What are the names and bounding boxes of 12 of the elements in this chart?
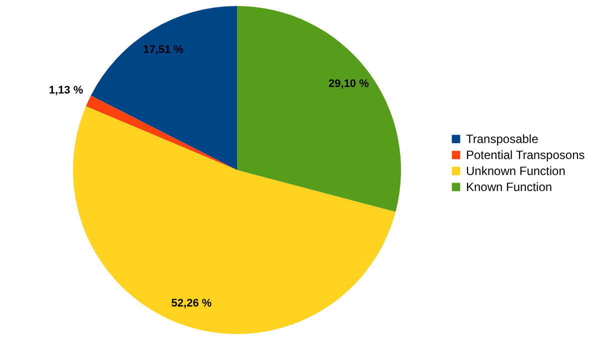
data-label: 17,51 % — [143, 44, 184, 56]
pie-slice — [90, 6, 237, 170]
data-label: 29,10 % — [328, 78, 370, 90]
legend-label: Known Function — [466, 180, 552, 194]
pie-slice — [86, 96, 237, 170]
pie-slice — [237, 6, 401, 212]
legend-label: Transposable — [466, 132, 539, 146]
legend-label: Unknown Function — [466, 164, 566, 178]
data-label: 52,26 % — [171, 297, 212, 310]
pie-slice — [73, 106, 396, 334]
legend-label: Potential Transposons — [466, 148, 585, 162]
data-label: 1,13 % — [48, 84, 84, 97]
